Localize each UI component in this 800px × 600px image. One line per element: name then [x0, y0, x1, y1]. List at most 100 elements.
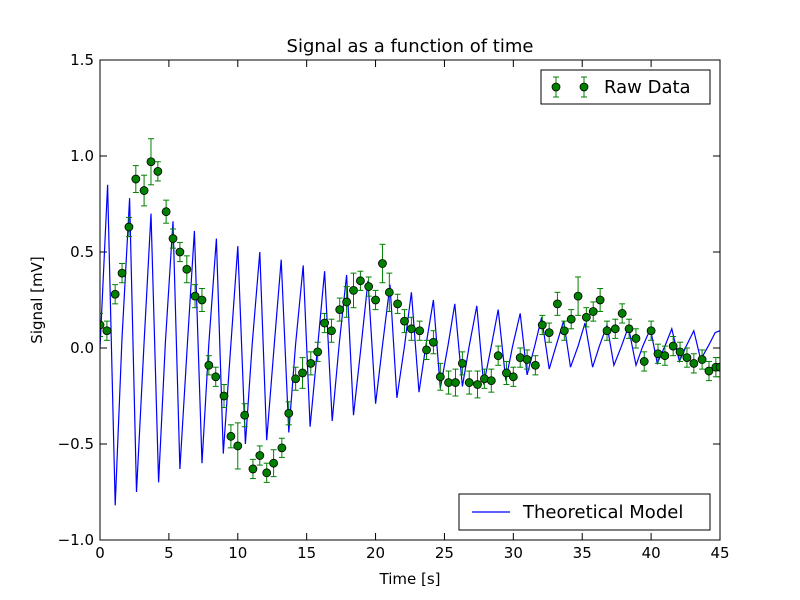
marker	[553, 299, 562, 309]
marker	[298, 368, 307, 378]
marker	[219, 391, 229, 401]
marker	[393, 299, 403, 309]
marker	[689, 358, 699, 368]
marker	[378, 259, 387, 268]
marker	[161, 207, 171, 217]
marker	[602, 326, 612, 336]
marker	[573, 291, 583, 301]
data-point-raw	[371, 289, 380, 311]
data-point-raw	[660, 345, 670, 366]
data-point-raw	[175, 241, 185, 263]
data-point-raw	[320, 312, 329, 334]
data-point-raw	[537, 314, 547, 336]
marker	[530, 360, 540, 370]
x-tick-label: 35	[573, 544, 592, 562]
data-point-raw	[573, 276, 583, 316]
marker	[422, 345, 431, 355]
marker	[100, 320, 105, 330]
marker	[493, 351, 503, 361]
data-point-raw	[451, 368, 460, 397]
marker	[320, 318, 329, 328]
data-point-raw	[639, 351, 649, 372]
marker	[284, 408, 294, 418]
data-point-raw	[595, 287, 605, 313]
data-point-raw	[313, 341, 323, 362]
x-tick-label: 15	[297, 544, 316, 562]
data-point-raw	[553, 291, 562, 316]
marker	[697, 355, 707, 364]
y-tick-label: 1.0	[70, 147, 94, 165]
marker	[451, 378, 460, 387]
marker	[277, 443, 287, 453]
data-point-raw	[226, 424, 236, 449]
data-point-raw	[384, 272, 394, 313]
data-point-raw	[581, 307, 591, 328]
marker	[371, 295, 380, 305]
data-point-raw	[248, 458, 258, 480]
y-tick-label: −1.0	[58, 531, 94, 549]
legend-theoretical-model: Theoretical Model	[458, 493, 711, 531]
marker	[262, 468, 272, 478]
marker	[168, 234, 178, 243]
data-point-raw	[464, 370, 474, 395]
marker	[473, 380, 482, 389]
legend-box	[540, 69, 711, 105]
marker	[646, 326, 656, 336]
marker	[682, 353, 692, 363]
data-point-raw	[378, 243, 387, 284]
axes-frame	[99, 59, 721, 541]
marker	[566, 314, 576, 324]
data-point-raw	[327, 318, 336, 343]
data-point-raw	[566, 309, 576, 330]
data-point-raw	[335, 297, 345, 322]
data-point-raw	[393, 293, 403, 314]
marker	[502, 368, 511, 378]
data-point-raw	[277, 437, 287, 458]
y-tick-label: 0.5	[70, 243, 94, 261]
data-point-raw	[668, 335, 678, 357]
x-axis-label: Time [s]	[379, 570, 441, 588]
series-line-theoretical-model	[100, 184, 720, 506]
data-point-raw	[631, 328, 641, 349]
x-tick-label: 40	[642, 544, 661, 562]
marker	[464, 378, 474, 387]
data-point-raw	[715, 357, 720, 378]
marker	[406, 324, 416, 334]
data-point-raw	[624, 318, 634, 339]
data-point-raw	[190, 284, 200, 309]
marker	[384, 287, 394, 297]
data-point-raw	[211, 366, 221, 387]
marker	[240, 410, 250, 420]
data-point-raw	[197, 287, 207, 313]
data-point-raw	[502, 360, 511, 385]
marker	[349, 285, 358, 295]
data-point-raw	[515, 347, 525, 368]
data-point-raw	[415, 320, 425, 341]
data-point-raw	[349, 272, 358, 309]
marker	[624, 324, 634, 334]
marker	[508, 372, 518, 382]
marker	[211, 372, 221, 382]
marker	[233, 441, 243, 451]
axes: 0 5 10 15 20 25 30 35 40 45 −1.0 −0.5 0.0 0.5 1.0 1.5	[58, 51, 730, 562]
marker	[102, 326, 112, 336]
data-point-raw	[355, 270, 365, 291]
legend-label-theoretical-model: Theoretical Model	[522, 502, 683, 523]
legend-label-raw-data: Raw Data	[604, 77, 691, 98]
marker	[435, 372, 445, 382]
marker	[255, 451, 265, 460]
data-point-raw	[204, 355, 214, 376]
data-point-raw	[479, 368, 489, 389]
data-point-raw	[306, 351, 316, 376]
data-point-raw	[219, 383, 229, 409]
marker	[588, 307, 598, 316]
data-point-raw	[493, 345, 503, 366]
data-point-raw	[182, 255, 192, 284]
data-point-raw	[153, 161, 163, 182]
marker	[146, 157, 156, 167]
data-point-raw	[400, 309, 409, 334]
marker	[182, 264, 192, 274]
data-point-raw	[269, 449, 279, 478]
plot-area	[100, 138, 720, 506]
marker	[617, 309, 627, 318]
